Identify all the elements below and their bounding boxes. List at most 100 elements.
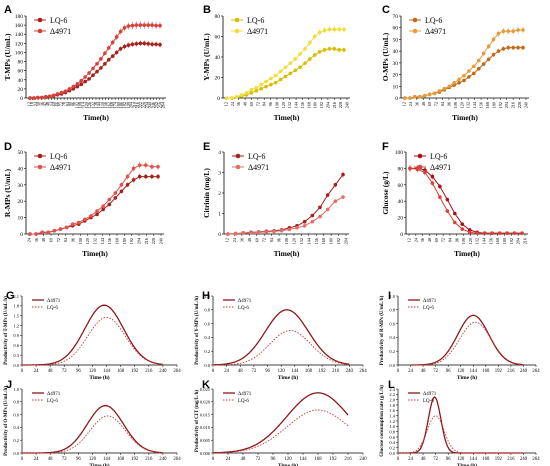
data-point [36,95,40,100]
x-tick-label: 192 [131,457,139,462]
x-tick-label: 114 [81,101,86,108]
data-point [438,184,442,189]
data-point [130,42,135,47]
x-tick-label: 120 [84,102,89,108]
series-line-1 [30,24,160,99]
data-point [40,95,44,100]
x-tick-label: 0 [21,369,24,374]
y-tick-label: 20 [393,73,399,79]
data-point [244,91,249,95]
x-tick-label: 48 [421,457,426,462]
legend-entry: LQ-6 [47,306,58,311]
data-point [283,65,288,70]
x-axis-label: Time(h) [82,249,108,258]
data-point [293,68,298,73]
data-point [273,73,278,78]
y-tick-label: 0.8 [389,308,395,313]
fit-curve-1 [410,321,524,366]
legend-entry: Δ4971 [247,27,268,36]
y-tick-label: 0.0 [389,363,395,368]
y-tick-label: 1 [218,212,221,218]
x-tick-label: 228 [517,102,522,108]
fit-curve-0 [22,304,163,366]
y-axis-label: O-MPs (U/mL) [381,32,390,81]
data-point [106,46,111,50]
x-tick-label: 18 [30,102,35,106]
x-tick-label: 198 [125,102,130,108]
x-tick-label: 24 [34,457,39,462]
y-tick-label: 0.6 [13,343,19,348]
data-point [453,220,457,225]
y-tick-label: 40 [398,199,404,205]
y-tick-label: 0 [395,96,398,102]
x-tick-label: 264 [173,457,181,462]
data-point [122,26,127,30]
x-tick-label: 120 [281,102,286,108]
x-tick-label: 72 [255,102,260,106]
y-tick-label: 50 [18,150,24,156]
y-tick-label: 140 [15,32,24,38]
data-point [298,65,302,70]
y-tick-label: 80 [215,14,221,20]
y-axis-label: Y-MPs (U/mL) [202,33,211,81]
x-tick-label: 36 [414,102,419,106]
data-point [113,191,118,195]
data-point [491,37,496,42]
data-point [146,41,150,46]
y-tick-label: 4 [218,150,221,156]
data-point [144,174,148,179]
x-tick-label: 96 [446,457,451,462]
data-point [28,96,32,100]
data-point [142,23,147,27]
panel-label: G [6,290,15,302]
y-tick-label: 0.4 [389,335,395,340]
x-tick-label: 144 [103,369,111,374]
x-tick-label: 240 [159,369,167,374]
data-point [269,82,273,87]
x-tick-label: 120 [291,238,296,244]
x-tick-label: 96 [446,369,451,374]
x-tick-label: 216 [332,102,337,108]
data-point [417,95,422,99]
data-point [472,64,476,69]
legend-marker [412,17,418,23]
series-line-1 [30,164,158,235]
x-tick-label: 264 [532,369,540,374]
data-point [64,225,69,230]
x-tick-label: 156 [479,102,484,108]
data-point [156,164,160,169]
y-axis-label: Productivity of R-MPs (U/mL/h) [380,295,385,365]
data-point [131,166,136,171]
y-tick-label: 1.5 [13,314,19,319]
x-tick-label: 84 [447,237,452,242]
data-point [521,45,525,50]
x-tick-label: 144 [482,237,487,244]
data-point [327,47,332,51]
y-tick-label: 20 [398,216,404,222]
data-point [308,57,312,61]
data-point [341,195,345,199]
x-tick-label: 144 [470,457,478,462]
x-tick-label: 168 [115,238,120,244]
x-tick-label: 156 [103,102,108,108]
x-tick-label: 216 [507,369,515,374]
x-tick-label: 216 [145,457,153,462]
data-point [408,166,412,171]
panel-g: G 0.0 0.3 0.6 0.9 1.2 1.5 1.8 2.1 0 24 48 72 96 120 144… [4,290,181,381]
data-point [75,82,80,86]
x-tick-label: 84 [440,101,445,106]
x-axis-label: Time (h) [89,374,109,381]
data-point [437,89,442,93]
y-axis-label: Glucose (g/L) [381,171,390,215]
data-point [95,209,99,213]
y-tick-label: 1.8 [389,403,395,408]
x-tick-label: 24 [224,369,229,374]
series-line-0 [227,48,344,99]
x-tick-label: 168 [117,369,125,374]
data-point [87,77,91,81]
x-tick-label: 72 [62,457,67,462]
x-tick-label: 36 [39,102,44,106]
x-tick-label: 60 [52,102,57,106]
x-tick-label: 156 [107,238,112,244]
y-tick-label: 20 [215,76,221,82]
